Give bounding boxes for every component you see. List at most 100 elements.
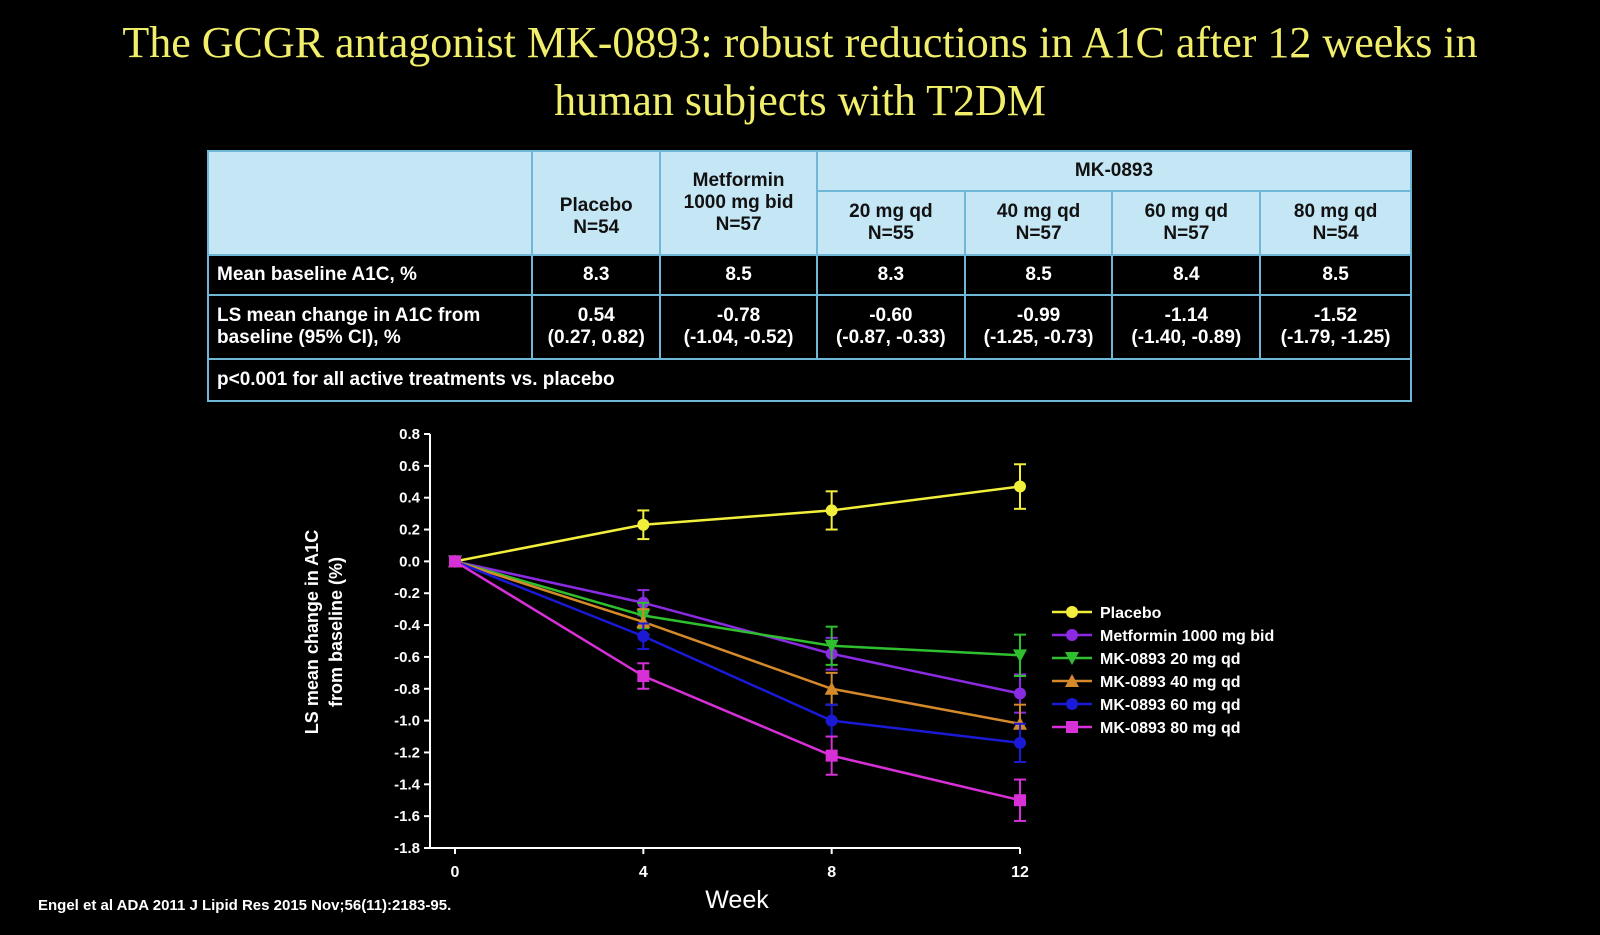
y-tick-label: -0.4 bbox=[394, 617, 421, 634]
change-row-label: LS mean change in A1C from baseline (95%… bbox=[206, 294, 534, 360]
series-line bbox=[454, 560, 1021, 802]
header-mk0893-group: MK-0893 bbox=[815, 150, 1413, 192]
legend-item-1: Metformin 1000 mg bid bbox=[1052, 628, 1274, 645]
data-point bbox=[825, 714, 838, 727]
series-line bbox=[454, 485, 1021, 563]
table-row: Mean baseline A1C, % 8.3 8.5 8.3 8.5 8.4… bbox=[206, 254, 1412, 296]
header-metformin-n: N=57 bbox=[715, 214, 762, 235]
y-tick-label: 0.0 bbox=[399, 553, 420, 570]
series-line bbox=[454, 560, 1021, 657]
y-tick-label: -1.2 bbox=[394, 744, 420, 761]
data-point bbox=[825, 749, 838, 762]
legend-item-0: Placebo bbox=[1052, 605, 1162, 622]
change-row-label-line-2: baseline (95% CI), % bbox=[217, 327, 401, 348]
legend-marker bbox=[1065, 674, 1079, 687]
baseline-value: 8.5 bbox=[659, 254, 818, 296]
change-mean: -0.99 bbox=[1016, 305, 1061, 326]
data-point bbox=[1013, 649, 1027, 663]
data-point bbox=[1014, 794, 1026, 807]
baseline-value: 8.3 bbox=[531, 254, 662, 296]
change-value: -0.99 (-1.25, -0.73) bbox=[963, 294, 1114, 360]
table-footnote: p<0.001 for all active treatments vs. pl… bbox=[207, 358, 1412, 402]
legend-item-5: MK-0893 80 mg qd bbox=[1052, 720, 1240, 737]
legend-marker bbox=[1065, 652, 1079, 665]
header-placebo-n: N=54 bbox=[573, 217, 620, 238]
table-row: LS mean change in A1C from baseline (95%… bbox=[206, 294, 1412, 360]
series-line bbox=[454, 560, 1021, 745]
results-table: Placebo N=54 Metformin 1000 mg bid N=57 … bbox=[206, 150, 1413, 402]
series-line bbox=[454, 560, 1021, 726]
baseline-value: 8.4 bbox=[1111, 254, 1262, 296]
x-tick-label: 12 bbox=[1011, 864, 1029, 881]
slide-title-line-2: human subjects with T2DM bbox=[554, 76, 1046, 125]
change-ci: (-1.40, -0.89) bbox=[1131, 327, 1242, 348]
header-60mg: 60 mg qd N=57 bbox=[1111, 190, 1262, 256]
x-tick-label: 8 bbox=[827, 864, 836, 881]
slide-title-line-1: The GCGR antagonist MK-0893: robust redu… bbox=[122, 18, 1478, 67]
data-point bbox=[1014, 480, 1026, 493]
baseline-row-label: Mean baseline A1C, % bbox=[206, 254, 534, 296]
header-60mg-n: N=57 bbox=[1163, 223, 1210, 244]
header-metformin: Metformin 1000 mg bid N=57 bbox=[659, 150, 818, 256]
change-ci: (-1.79, -1.25) bbox=[1280, 327, 1391, 348]
legend-item-4: MK-0893 60 mg qd bbox=[1052, 697, 1240, 714]
change-mean: -1.52 bbox=[1313, 305, 1358, 326]
header-40mg: 40 mg qd N=57 bbox=[963, 190, 1114, 256]
change-ci: (0.27, 0.82) bbox=[547, 327, 645, 348]
header-placebo-name: Placebo bbox=[559, 195, 633, 216]
data-point bbox=[825, 504, 838, 517]
change-value: -1.52 (-1.79, -1.25) bbox=[1259, 294, 1412, 360]
table-row: p<0.001 for all active treatments vs. pl… bbox=[207, 358, 1412, 402]
y-tick-label: -1.0 bbox=[394, 713, 420, 730]
y-tick-label: -1.8 bbox=[394, 840, 420, 857]
header-60mg-dose: 60 mg qd bbox=[1144, 201, 1229, 222]
legend-label: Placebo bbox=[1100, 605, 1162, 622]
header-metformin-dose: 1000 mg bid bbox=[683, 192, 794, 213]
data-point bbox=[637, 518, 650, 531]
baseline-value: 8.5 bbox=[1259, 254, 1412, 296]
change-value: -1.14 (-1.40, -0.89) bbox=[1111, 294, 1262, 360]
change-value: -0.60 (-0.87, -0.33) bbox=[815, 294, 966, 360]
data-point bbox=[824, 681, 839, 695]
legend-marker bbox=[1066, 698, 1078, 710]
baseline-value: 8.3 bbox=[815, 254, 966, 296]
y-tick-label: -0.2 bbox=[394, 585, 420, 602]
legend-item-2: MK-0893 20 mg qd bbox=[1052, 651, 1240, 668]
y-tick-label: -1.6 bbox=[394, 808, 420, 825]
data-point bbox=[449, 555, 461, 568]
y-tick-label: 0.2 bbox=[399, 522, 420, 539]
legend-marker bbox=[1066, 721, 1078, 733]
change-mean: 0.54 bbox=[577, 305, 615, 326]
data-point bbox=[636, 614, 651, 628]
legend-label: MK-0893 80 mg qd bbox=[1100, 720, 1240, 737]
slide-title: The GCGR antagonist MK-0893: robust redu… bbox=[20, 14, 1580, 130]
data-point bbox=[637, 630, 650, 643]
citation: Engel et al ADA 2011 J Lipid Res 2015 No… bbox=[38, 897, 452, 914]
y-tick-label: -0.8 bbox=[394, 681, 420, 698]
legend-label: MK-0893 20 mg qd bbox=[1100, 651, 1240, 668]
change-value: -0.78 (-1.04, -0.52) bbox=[659, 294, 818, 360]
y-tick-label: -0.6 bbox=[394, 649, 420, 666]
header-80mg-dose: 80 mg qd bbox=[1293, 201, 1378, 222]
y-tick-label: -1.4 bbox=[394, 776, 421, 793]
legend-marker bbox=[1066, 629, 1078, 641]
change-ci: (-0.87, -0.33) bbox=[835, 327, 946, 348]
y-axis-label-line-2: from baseline (%) bbox=[326, 557, 346, 707]
data-point bbox=[637, 670, 650, 683]
y-tick-label: 0.4 bbox=[399, 490, 421, 507]
legend-item-3: MK-0893 40 mg qd bbox=[1052, 674, 1240, 691]
series-line bbox=[454, 560, 1021, 695]
y-tick-label: 0.8 bbox=[399, 426, 420, 443]
header-20mg: 20 mg qd N=55 bbox=[815, 190, 966, 256]
header-40mg-n: N=57 bbox=[1015, 223, 1062, 244]
y-axis-label-line-1: LS mean change in A1C bbox=[302, 530, 322, 734]
data-point bbox=[1014, 687, 1026, 700]
header-20mg-dose: 20 mg qd bbox=[849, 201, 933, 222]
header-placebo: Placebo N=54 bbox=[531, 150, 662, 256]
legend-label: MK-0893 40 mg qd bbox=[1100, 674, 1240, 691]
legend-marker bbox=[1066, 606, 1078, 618]
baseline-value: 8.5 bbox=[963, 254, 1114, 296]
x-axis-label: Week bbox=[705, 886, 769, 914]
series-5 bbox=[449, 555, 1026, 822]
